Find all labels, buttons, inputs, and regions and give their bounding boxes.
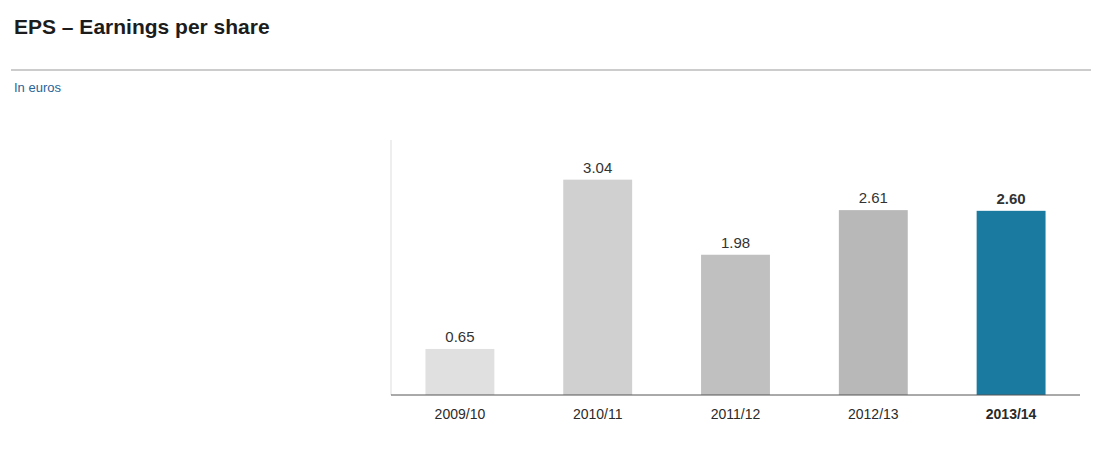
data-label: 1.98: [721, 234, 750, 251]
data-label: 0.65: [445, 328, 474, 345]
bars: [425, 180, 1045, 395]
bar: [839, 210, 908, 395]
subtitle: In euros: [14, 80, 61, 95]
chart-svg: EPS – Earnings per share In euros 0.65 3.04…: [0, 0, 1102, 454]
bar: [563, 180, 632, 395]
x-tick-label: 2009/10: [435, 406, 486, 422]
title-rule: [11, 70, 1091, 71]
data-label: 3.04: [583, 159, 612, 176]
x-tick-label: 2012/13: [848, 406, 899, 422]
y-axis-line: [391, 140, 392, 395]
x-tick-label: 2013/14: [986, 406, 1037, 422]
data-label: 2.61: [859, 189, 888, 206]
bar: [425, 349, 494, 395]
title: EPS – Earnings per share: [14, 15, 270, 38]
bar: [701, 255, 770, 395]
data-label: 2.60: [996, 190, 1025, 207]
x-tick-label: 2010/11: [573, 406, 623, 422]
bar: [977, 211, 1046, 395]
chart-container: EPS – Earnings per share In euros 0.65 3.04…: [0, 0, 1102, 454]
x-tick-label: 2011/12: [711, 406, 761, 422]
x-axis-line: [391, 395, 1080, 396]
